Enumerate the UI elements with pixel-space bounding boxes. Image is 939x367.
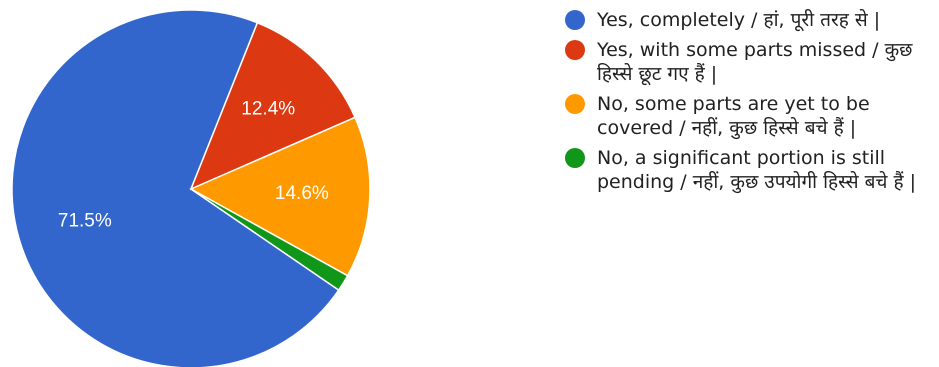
pie-slice-4[interactable] [190,188,349,292]
legend-label-3: No, some parts are yet to be covered / न… [597,93,870,139]
legend-item-4[interactable]: No, a significant portion is still pendi… [563,146,933,194]
slice-data-label-1: 71.5% [58,210,112,231]
legend-item-1[interactable]: Yes, completely / हां, पूरी तरह से | [563,8,933,32]
pie-chart: 71.5% 12.4% 14.6% [11,9,371,367]
legend-item-2[interactable]: Yes, with some parts missed / कुछ हिस्से… [563,38,933,86]
slice-data-label-3: 14.6% [275,183,329,204]
pie-slice-3[interactable] [189,116,371,277]
pie-slice-1[interactable] [11,9,340,367]
legend-swatch-3 [565,94,585,114]
legend-swatch-1 [565,10,585,30]
pie-slice-2[interactable] [189,21,357,191]
legend-item-3[interactable]: No, some parts are yet to be covered / न… [563,92,933,140]
legend-label-2: Yes, with some parts missed / कुछ हिस्से… [597,39,913,85]
legend-label-4: No, a significant portion is still pendi… [597,147,917,193]
legend-swatch-4 [565,148,585,168]
slice-data-label-2: 12.4% [241,98,295,119]
legend: Yes, completely / हां, पूरी तरह से | Yes,… [563,8,933,200]
legend-swatch-2 [565,40,585,60]
legend-label-1: Yes, completely / हां, पूरी तरह से | [597,9,881,31]
